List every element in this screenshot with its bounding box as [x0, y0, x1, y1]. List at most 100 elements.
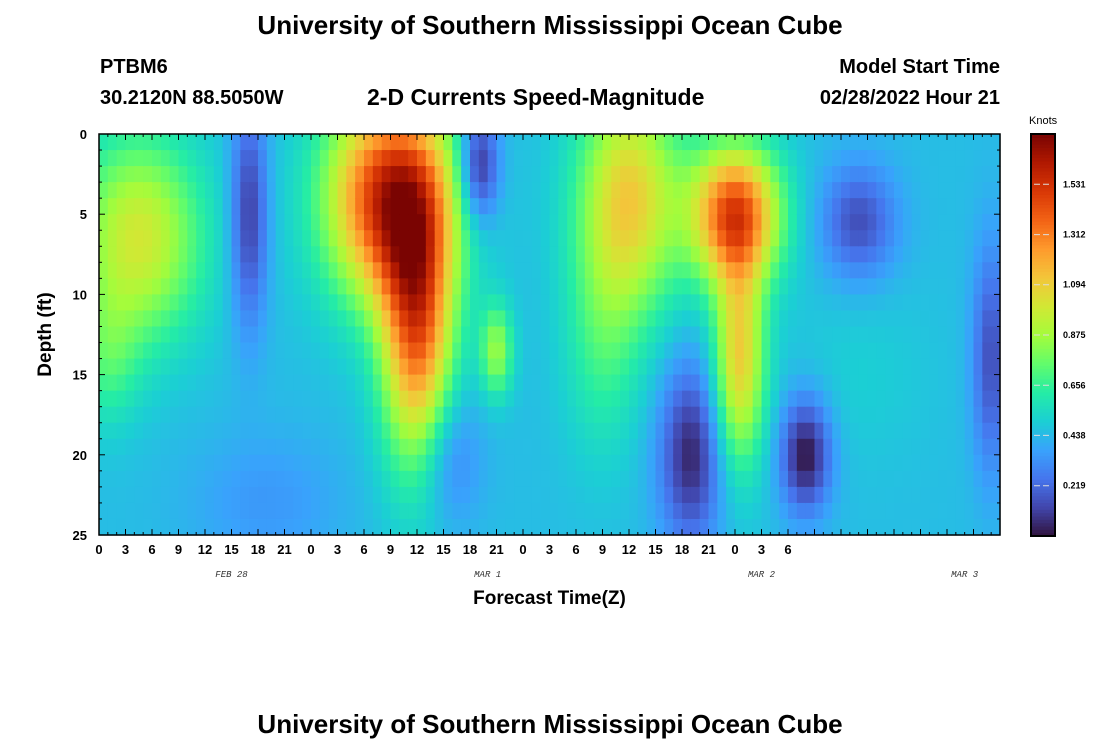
heatmap-cell: [523, 166, 533, 183]
colorbar-segment: [1031, 257, 1055, 262]
heatmap-cell: [346, 454, 356, 472]
heatmap-cell: [222, 374, 233, 392]
heatmap-cell: [302, 358, 312, 376]
heatmap-cell: [399, 326, 409, 344]
heatmap-cell: [311, 374, 321, 392]
heatmap-cell: [814, 246, 824, 263]
heatmap-cell: [955, 502, 966, 520]
y-tick-label: 25: [73, 528, 87, 543]
heatmap-cell: [584, 406, 595, 424]
heatmap-cell: [708, 374, 718, 392]
heatmap-cell: [540, 214, 551, 231]
heatmap-cell: [231, 358, 241, 376]
heatmap-cell: [876, 390, 886, 408]
heatmap-cell: [266, 518, 277, 536]
heatmap-cell: [655, 406, 665, 424]
heatmap-cell: [788, 438, 798, 456]
heatmap-cell: [894, 438, 904, 456]
heatmap-cell: [849, 310, 860, 328]
heatmap-cell: [849, 150, 860, 167]
heatmap-cell: [611, 214, 621, 231]
heatmap-cell: [505, 278, 515, 295]
heatmap-cell: [434, 406, 445, 424]
heatmap-cell: [487, 150, 498, 167]
heatmap-cell: [293, 326, 303, 344]
heatmap-cell: [531, 390, 542, 408]
heatmap-cell: [796, 230, 807, 247]
heatmap-cell: [452, 390, 462, 408]
heatmap-cell: [823, 150, 833, 167]
heatmap-cell: [955, 486, 966, 504]
heatmap-cell: [478, 198, 489, 215]
heatmap-cell: [381, 230, 392, 247]
heatmap-cell: [973, 230, 983, 247]
heatmap-cell: [478, 150, 489, 167]
heatmap-cell: [664, 374, 674, 392]
heatmap-cell: [761, 454, 771, 472]
heatmap-cell: [929, 390, 939, 408]
heatmap-cell: [902, 342, 913, 360]
heatmap-cell: [178, 502, 188, 520]
heatmap-cell: [805, 134, 816, 151]
heatmap-cell: [470, 310, 480, 328]
heatmap-cell: [266, 502, 277, 520]
heatmap-cell: [425, 438, 436, 456]
heatmap-cell: [876, 342, 886, 360]
heatmap-cell: [337, 502, 347, 520]
colorbar-segment: [1031, 154, 1055, 159]
heatmap-cell: [620, 198, 630, 215]
heatmap-cell: [584, 230, 595, 247]
heatmap-cell: [461, 374, 471, 392]
heatmap-cell: [152, 486, 162, 504]
heatmap-cell: [973, 310, 983, 328]
heatmap-cell: [558, 310, 568, 328]
heatmap-cell: [576, 150, 586, 167]
heatmap-cell: [620, 166, 630, 183]
heatmap-cell: [514, 294, 524, 312]
heatmap-cell: [178, 358, 188, 376]
heatmap-cell: [302, 518, 312, 536]
heatmap-cell: [576, 262, 586, 279]
heatmap-cell: [611, 486, 621, 504]
heatmap-cell: [955, 246, 966, 263]
heatmap-cell: [770, 358, 780, 376]
heatmap-cell: [876, 502, 886, 520]
heatmap-cell: [894, 262, 904, 279]
x-tick-label: 3: [122, 542, 129, 557]
heatmap-cell: [982, 214, 992, 231]
heatmap-cell: [796, 326, 807, 344]
x-tick-label: 9: [387, 542, 394, 557]
heatmap-cell: [355, 438, 365, 456]
heatmap-cell: [319, 518, 330, 536]
heatmap-cell: [664, 310, 674, 328]
heatmap-cell: [858, 278, 869, 295]
heatmap-cell: [788, 358, 798, 376]
heatmap-cell: [275, 406, 286, 424]
colorbar-segment: [1031, 311, 1055, 316]
heatmap-cell: [885, 438, 895, 456]
heatmap-cell: [417, 294, 427, 312]
heatmap-cell: [443, 518, 453, 536]
heatmap-cell: [620, 342, 630, 360]
heatmap-cell: [487, 502, 498, 520]
heatmap-cell: [496, 310, 506, 328]
heatmap-cell: [470, 470, 480, 488]
heatmap-cell: [514, 326, 524, 344]
heatmap-cell: [240, 294, 250, 312]
heatmap-cell: [408, 486, 418, 504]
heatmap-cell: [125, 406, 135, 424]
heatmap-cell: [178, 422, 188, 440]
heatmap-cell: [637, 230, 648, 247]
heatmap-cell: [911, 486, 922, 504]
x-tick-label: 6: [572, 542, 579, 557]
heatmap-cell: [620, 518, 630, 536]
heatmap-cell: [523, 390, 533, 408]
heatmap-cell: [125, 486, 135, 504]
heatmap-cell: [911, 438, 922, 456]
heatmap-cell: [867, 406, 877, 424]
heatmap-cell: [637, 342, 648, 360]
heatmap-cell: [443, 246, 453, 263]
heatmap-cell: [814, 486, 824, 504]
heatmap-cell: [947, 262, 957, 279]
heatmap-cell: [567, 470, 577, 488]
